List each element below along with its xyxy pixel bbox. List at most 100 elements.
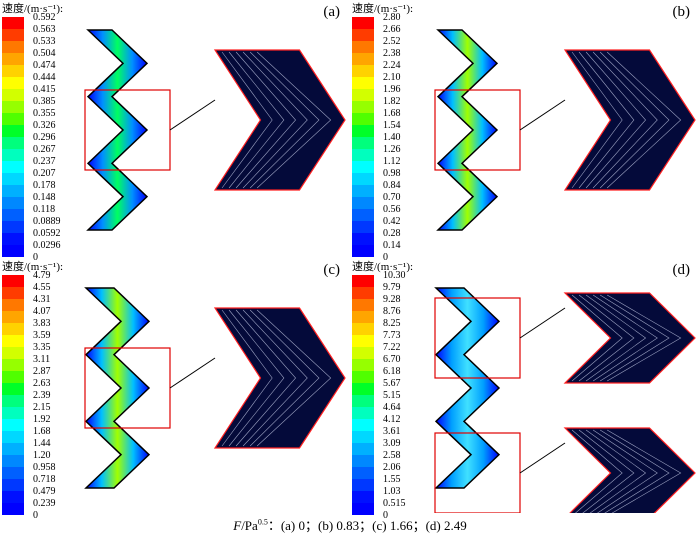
tick-label: 0.515: [383, 498, 406, 509]
panel-label: (d): [672, 262, 691, 278]
streamline: [249, 309, 320, 447]
color-swatch: [2, 491, 24, 503]
tick-label: 1.03: [383, 486, 401, 497]
tick-label: 2.38: [383, 48, 401, 59]
color-swatch: [2, 65, 24, 77]
streamline: [256, 51, 332, 189]
streamline: [578, 294, 635, 382]
color-swatch: [2, 173, 24, 185]
streamline: [571, 294, 623, 382]
tick-label: 7.22: [383, 342, 401, 353]
color-swatch: [352, 233, 374, 245]
color-swatch: [352, 335, 374, 347]
color-swatch: [2, 383, 24, 395]
tick-label: 8.76: [383, 306, 401, 317]
color-swatch: [352, 491, 374, 503]
color-swatch: [2, 455, 24, 467]
tick-label: 2.66: [383, 24, 401, 35]
tick-label: 1.20: [33, 450, 51, 461]
color-swatch: [352, 185, 374, 197]
color-swatch: [2, 245, 24, 257]
streamline: [235, 51, 296, 189]
color-swatch: [352, 173, 374, 185]
tick-label: 0.98: [383, 168, 401, 179]
color-swatch: [2, 113, 24, 125]
color-scale-bar: [352, 275, 374, 515]
tick-label: 3.61: [383, 426, 401, 437]
streamline: [571, 429, 623, 513]
tick-label: 0.444: [33, 72, 56, 83]
color-scale-bar: [352, 17, 374, 257]
velocity-contour-figure: [84, 287, 346, 489]
tick-label: 0.533: [33, 36, 56, 47]
figure-caption: F/Pa0.5：(a) 0；(b) 0.83；(c) 1.66；(d) 2.49: [0, 515, 700, 534]
color-swatch: [2, 17, 24, 29]
color-swatch: [352, 101, 374, 113]
tick-label: 1.55: [383, 474, 401, 485]
tick-label: 0.479: [33, 486, 56, 497]
color-swatch: [2, 443, 24, 455]
streamline: [592, 294, 658, 382]
tick-label: 0.326: [33, 120, 56, 131]
color-swatch: [2, 89, 24, 101]
color-swatch: [352, 77, 374, 89]
legend-ticks: 4.79 4.55 4.31 4.07 3.83 3.59 3.35 3.11 2.87 2.63…: [33, 270, 56, 522]
streamline: [606, 51, 682, 189]
tick-label: 0.296: [33, 132, 56, 143]
tick-label: 3.59: [33, 330, 51, 341]
color-swatch: [352, 359, 374, 371]
velocity-contour-figure: [434, 29, 696, 231]
caption-exponent: 0.5: [257, 517, 268, 527]
color-swatch: [352, 245, 374, 257]
streamline: [599, 429, 670, 513]
tick-label: 0.415: [33, 84, 56, 95]
zoom-arrow: [519, 442, 566, 474]
streamline: [578, 429, 635, 513]
color-swatch: [352, 395, 374, 407]
color-swatch: [352, 347, 374, 359]
tick-label: 5.15: [383, 390, 401, 401]
legend-title: 速度/(m·s⁻¹):: [352, 261, 414, 273]
tick-label: 3.11: [33, 354, 51, 365]
tick-label: 1.82: [383, 96, 401, 107]
color-swatch: [352, 209, 374, 221]
panel-label: (a): [323, 4, 340, 20]
legend-title: 速度/(m·s⁻¹):: [352, 3, 414, 15]
streamline: [221, 309, 273, 447]
streamline: [571, 51, 623, 189]
zoom-arrow: [169, 357, 216, 389]
color-swatch: [2, 347, 24, 359]
tick-label: 2.58: [383, 450, 401, 461]
panel-a: 速度/(m·s⁻¹): 0.592 0.563 0.533 0.504 0.474 0.44…: [0, 0, 350, 268]
color-swatch: [2, 287, 24, 299]
tick-label: 10.30: [383, 270, 406, 281]
tick-label: 2.80: [383, 12, 401, 23]
tick-label: 5.67: [383, 378, 401, 389]
color-swatch: [352, 125, 374, 137]
tick-label: 0.474: [33, 60, 56, 71]
tick-label: 0.718: [33, 474, 56, 485]
color-swatch: [352, 431, 374, 443]
zigzag-channel: [84, 287, 151, 489]
legend-ticks: 2.80 2.66 2.52 2.38 2.24 2.10 1.96 1.82 1.68 1.54…: [383, 12, 401, 264]
tick-label: 2.06: [383, 462, 401, 473]
streamline: [242, 51, 308, 189]
color-swatch: [2, 503, 24, 515]
color-swatch: [352, 299, 374, 311]
color-swatch: [352, 419, 374, 431]
tick-label: 0.267: [33, 144, 56, 155]
tick-label: 0.958: [33, 462, 56, 473]
tick-label: 4.07: [33, 306, 51, 317]
color-swatch: [352, 443, 374, 455]
tick-label: 0.56: [383, 204, 401, 215]
zoomed-streamline-view: [563, 49, 696, 191]
streamline: [242, 309, 308, 447]
tick-label: 2.87: [33, 366, 51, 377]
color-swatch: [2, 137, 24, 149]
streamline: [599, 294, 670, 382]
zoomed-streamline-view: [213, 307, 346, 449]
streamline: [599, 51, 670, 189]
panel-c: 速度/(m·s⁻¹): 4.79 4.55 4.31 4.07 3.83 3.59 3.35 3…: [0, 258, 350, 526]
tick-label: 0.237: [33, 156, 56, 167]
color-swatch: [2, 311, 24, 323]
